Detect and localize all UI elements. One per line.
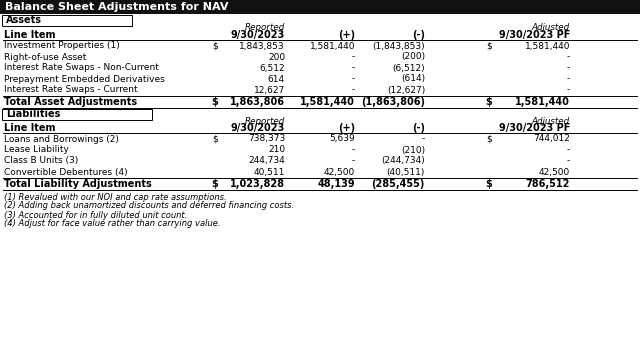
Text: 1,843,853: 1,843,853 <box>239 41 285 51</box>
Text: Line Item: Line Item <box>4 123 56 133</box>
Text: $: $ <box>211 179 218 189</box>
Text: -: - <box>352 75 355 83</box>
Text: -: - <box>352 157 355 165</box>
Text: -: - <box>567 145 570 155</box>
Text: (3) Accounted for in fully diluted unit count.: (3) Accounted for in fully diluted unit … <box>4 211 188 219</box>
Text: $: $ <box>486 135 492 143</box>
Text: 614: 614 <box>268 75 285 83</box>
Text: Interest Rate Swaps - Current: Interest Rate Swaps - Current <box>4 85 138 95</box>
Text: -: - <box>567 63 570 73</box>
Bar <box>2 108 152 120</box>
Text: Right-of-use Asset: Right-of-use Asset <box>4 53 86 61</box>
Text: 40,511: 40,511 <box>253 167 285 177</box>
Text: 5,639: 5,639 <box>329 135 355 143</box>
Text: (12,627): (12,627) <box>387 85 425 95</box>
Text: (244,734): (244,734) <box>381 157 425 165</box>
Text: 42,500: 42,500 <box>539 167 570 177</box>
Text: -: - <box>567 53 570 61</box>
Text: (1) Revalued with our NOI and cap rate assumptions.: (1) Revalued with our NOI and cap rate a… <box>4 193 227 201</box>
Text: Assets: Assets <box>6 15 42 25</box>
Text: Interest Rate Swaps - Non-Current: Interest Rate Swaps - Non-Current <box>4 63 159 73</box>
Text: 1,023,828: 1,023,828 <box>230 179 285 189</box>
Text: 6,512: 6,512 <box>259 63 285 73</box>
Text: $: $ <box>485 97 492 107</box>
Text: Reported: Reported <box>244 117 285 125</box>
Text: Liabilities: Liabilities <box>6 109 60 119</box>
Text: (+): (+) <box>338 30 355 40</box>
Text: (+): (+) <box>338 123 355 133</box>
Text: (1,843,853): (1,843,853) <box>372 41 425 51</box>
Text: (-): (-) <box>412 30 425 40</box>
Text: Balance Sheet Adjustments for NAV: Balance Sheet Adjustments for NAV <box>5 2 228 12</box>
Text: Loans and Borrowings (2): Loans and Borrowings (2) <box>4 135 119 143</box>
Text: (210): (210) <box>401 145 425 155</box>
Text: $: $ <box>212 41 218 51</box>
Text: -: - <box>352 85 355 95</box>
Text: (285,455): (285,455) <box>372 179 425 189</box>
Text: $: $ <box>212 135 218 143</box>
Text: (614): (614) <box>401 75 425 83</box>
Text: -: - <box>352 53 355 61</box>
Text: Lease Liability: Lease Liability <box>4 145 69 155</box>
Text: Investment Properties (1): Investment Properties (1) <box>4 41 120 51</box>
Text: (6,512): (6,512) <box>392 63 425 73</box>
Text: 786,512: 786,512 <box>525 179 570 189</box>
Text: 48,139: 48,139 <box>317 179 355 189</box>
Text: -: - <box>567 85 570 95</box>
Text: 1,581,440: 1,581,440 <box>515 97 570 107</box>
Text: 1,581,440: 1,581,440 <box>310 41 355 51</box>
Text: 9/30/2023 PF: 9/30/2023 PF <box>499 123 570 133</box>
Text: (2) Adding back unamortized discounts and deferred financing costs.: (2) Adding back unamortized discounts an… <box>4 201 294 211</box>
Text: 1,581,440: 1,581,440 <box>525 41 570 51</box>
Text: Total Asset Adjustments: Total Asset Adjustments <box>4 97 137 107</box>
Bar <box>0 0 640 14</box>
Text: Prepayment Embedded Derivatives: Prepayment Embedded Derivatives <box>4 75 164 83</box>
Text: 200: 200 <box>268 53 285 61</box>
Text: 9/30/2023: 9/30/2023 <box>231 30 285 40</box>
Text: (4) Adjust for face value rather than carrying value.: (4) Adjust for face value rather than ca… <box>4 219 221 228</box>
Text: -: - <box>567 157 570 165</box>
Text: 744,012: 744,012 <box>533 135 570 143</box>
Text: Convertible Debentures (4): Convertible Debentures (4) <box>4 167 127 177</box>
Text: -: - <box>567 75 570 83</box>
Text: 42,500: 42,500 <box>324 167 355 177</box>
Text: Line Item: Line Item <box>4 30 56 40</box>
Text: Class B Units (3): Class B Units (3) <box>4 157 78 165</box>
Text: Adjusted: Adjusted <box>532 117 570 125</box>
Text: -: - <box>352 63 355 73</box>
Text: Adjusted: Adjusted <box>532 23 570 33</box>
Text: 244,734: 244,734 <box>248 157 285 165</box>
Text: (1,863,806): (1,863,806) <box>361 97 425 107</box>
Text: $: $ <box>485 179 492 189</box>
Text: (-): (-) <box>412 123 425 133</box>
Text: 12,627: 12,627 <box>253 85 285 95</box>
Text: (40,511): (40,511) <box>387 167 425 177</box>
Text: Reported: Reported <box>244 23 285 33</box>
Text: Total Liability Adjustments: Total Liability Adjustments <box>4 179 152 189</box>
Text: $: $ <box>211 97 218 107</box>
Text: 210: 210 <box>268 145 285 155</box>
Text: 1,863,806: 1,863,806 <box>230 97 285 107</box>
Text: (200): (200) <box>401 53 425 61</box>
Text: 9/30/2023 PF: 9/30/2023 PF <box>499 30 570 40</box>
Text: 9/30/2023: 9/30/2023 <box>231 123 285 133</box>
Text: 738,373: 738,373 <box>248 135 285 143</box>
Text: $: $ <box>486 41 492 51</box>
Text: -: - <box>352 145 355 155</box>
Text: 1,581,440: 1,581,440 <box>300 97 355 107</box>
Bar <box>2 15 132 25</box>
Text: -: - <box>422 135 425 143</box>
